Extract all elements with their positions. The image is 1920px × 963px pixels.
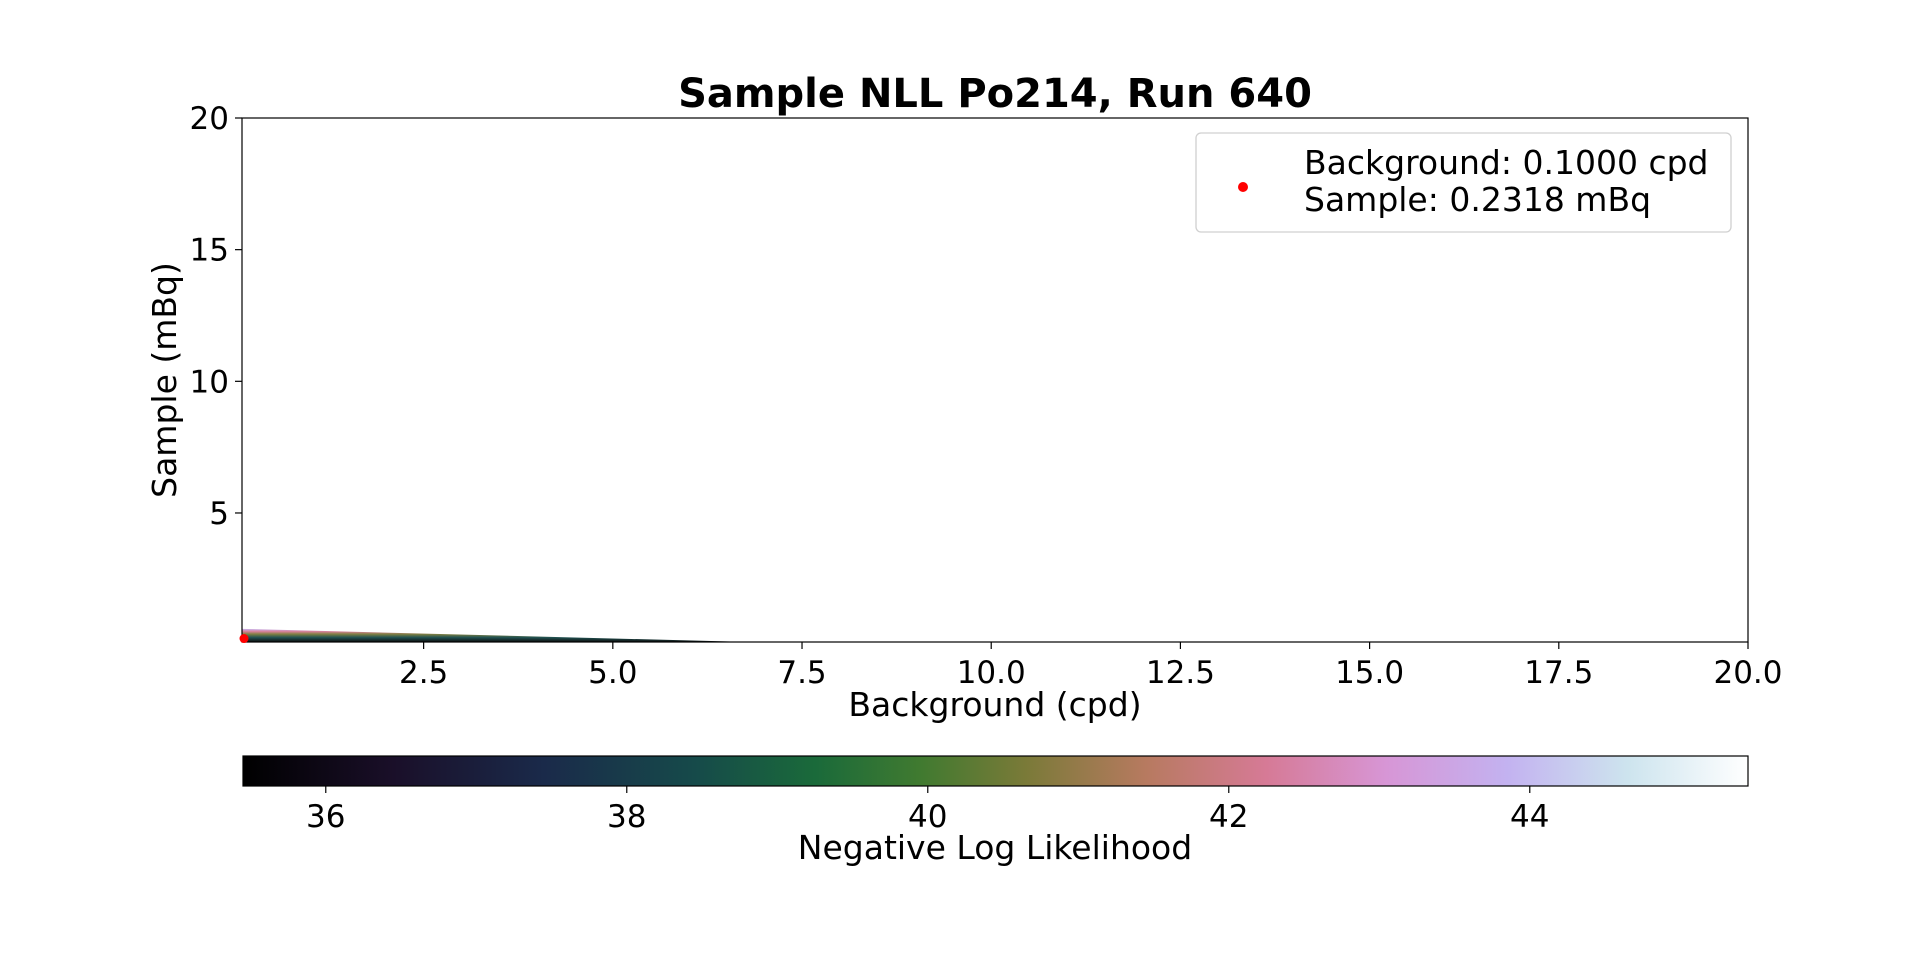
x-tick-label: 12.5 [1146, 655, 1215, 691]
legend-marker [1238, 182, 1248, 192]
legend: Background: 0.1000 cpd Sample: 0.2318 mB… [1195, 132, 1732, 233]
colorbar-gradient [242, 755, 1749, 787]
x-tick-label: 17.5 [1524, 655, 1593, 691]
chart-title: Sample NLL Po214, Run 640 [678, 71, 1312, 117]
colorbar-tick-label: 40 [908, 799, 947, 835]
plot-frame [241, 117, 1749, 643]
nll-heatmap-band [242, 628, 750, 642]
x-axis-ticks: 2.5 5.0 7.5 10.0 12.5 15.0 17.5 20.0 [399, 642, 1783, 691]
colorbar-ticks: 36 38 40 42 44 [306, 786, 1550, 835]
legend-line-sample: Sample: 0.2318 mBq [1304, 180, 1651, 219]
y-tick-label: 15 [190, 233, 229, 269]
colorbar-label: Negative Log Likelihood [798, 828, 1192, 867]
best-fit-point [239, 634, 249, 644]
x-tick-label: 7.5 [777, 655, 826, 691]
y-axis-label: Sample (mBq) [145, 262, 184, 498]
y-tick-label: 10 [190, 364, 229, 400]
colorbar-tick-label: 42 [1209, 799, 1248, 835]
y-axis-ticks: 5 10 15 20 [190, 101, 242, 532]
legend-line-background: Background: 0.1000 cpd [1304, 143, 1708, 182]
x-tick-label: 5.0 [588, 655, 637, 691]
colorbar-tick-label: 36 [306, 799, 345, 835]
x-tick-label: 15.0 [1335, 655, 1404, 691]
x-tick-label: 10.0 [957, 655, 1026, 691]
x-tick-label: 2.5 [399, 655, 448, 691]
y-tick-label: 5 [209, 496, 229, 532]
colorbar: 36 38 40 42 44 Negative Log Likelihood [242, 755, 1749, 867]
colorbar-tick-label: 38 [607, 799, 646, 835]
y-tick-label: 20 [190, 101, 229, 137]
colorbar-tick-label: 44 [1510, 799, 1549, 835]
x-axis-label: Background (cpd) [848, 685, 1141, 724]
legend-box [1195, 132, 1732, 233]
x-tick-label: 20.0 [1713, 655, 1782, 691]
